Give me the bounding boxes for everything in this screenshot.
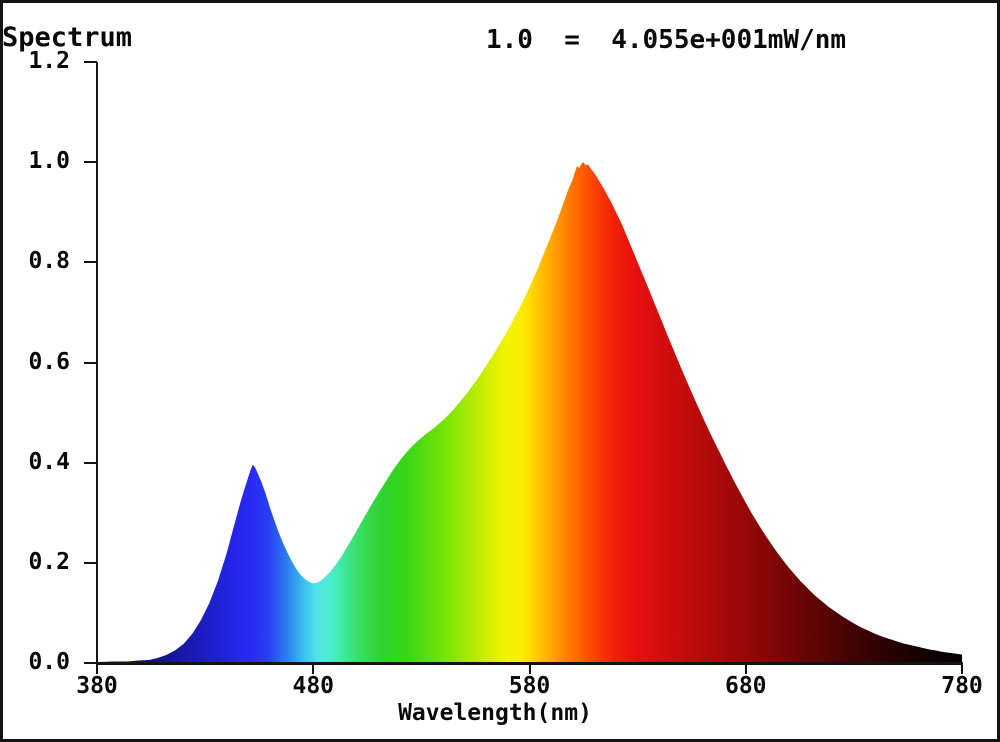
y-tick-label: 0.0 [28, 649, 70, 675]
y-tick [84, 461, 97, 464]
y-tick-label: 1.0 [28, 148, 70, 175]
x-tick-label: 480 [292, 673, 335, 699]
y-tick [84, 161, 97, 164]
y-tick [84, 261, 97, 264]
spectrum-curve-svg [97, 162, 962, 663]
y-tick-label: 0.8 [28, 248, 70, 275]
x-tick-label: 580 [508, 673, 551, 699]
y-tick [84, 361, 97, 364]
x-tick [312, 663, 315, 674]
y-axis-line [96, 62, 98, 664]
normalization-annotation: 1.0 = 4.055e+001mW/nm [486, 25, 847, 55]
spectrum-area [97, 162, 962, 663]
x-tick [96, 663, 98, 674]
x-axis-title: Wavelength(nm) [398, 700, 592, 726]
y-tick-label: 0.2 [28, 548, 70, 575]
x-tick-label: 780 [941, 673, 983, 699]
x-tick-label: 680 [724, 673, 767, 699]
chart-title: Spectrum [2, 22, 133, 53]
plot-area [97, 62, 962, 663]
x-tick [528, 663, 531, 674]
y-tick-label: 0.4 [28, 448, 70, 475]
y-tick-label: 0.6 [28, 348, 70, 375]
y-tick [84, 61, 97, 63]
y-tick-label: 1.2 [28, 48, 70, 74]
x-tick [744, 663, 747, 674]
x-tick [961, 663, 963, 674]
x-tick-label: 380 [76, 673, 118, 699]
y-tick [84, 561, 97, 564]
y-tick [84, 662, 97, 664]
